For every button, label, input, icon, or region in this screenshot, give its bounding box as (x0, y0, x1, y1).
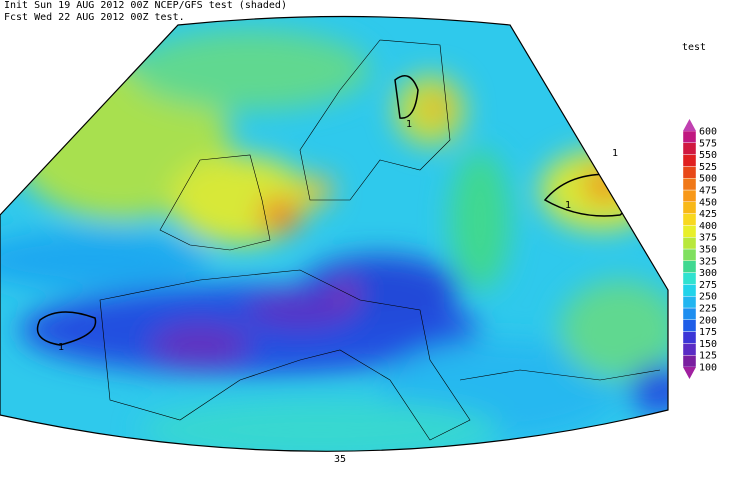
colorbar-bin (682, 307, 697, 321)
colorbar-bin (682, 166, 697, 179)
colorbar-bin (682, 331, 697, 344)
colorbar-bin (682, 130, 697, 144)
colorbar-bin (682, 355, 697, 368)
contour-label: 1 (565, 200, 571, 211)
colorbar-bin (682, 213, 697, 226)
contour-label: 1 (58, 342, 64, 353)
colorbar-bin (682, 236, 697, 250)
colorbar-bin (682, 248, 697, 262)
colorbar-tick-label: 350 (699, 245, 717, 256)
colorbar-tick-label: 425 (699, 209, 717, 220)
header-line: Init Sun 19 AUG 2012 00Z NCEP/GFS test (… (4, 0, 287, 11)
colorbar-tick-label: 375 (699, 233, 717, 244)
colorbar-tick-label: 325 (699, 256, 717, 267)
colorbar-title: test (682, 42, 706, 53)
colorbar-bin (682, 343, 697, 356)
contour-label: 1 (406, 119, 412, 130)
colorbar-bin (682, 296, 697, 309)
colorbar-tick-label: 475 (699, 186, 717, 197)
colorbar-bin (682, 272, 697, 285)
contour-label: 1 (612, 148, 618, 159)
colorbar-over (683, 119, 696, 131)
colorbar-tick-label: 200 (699, 315, 717, 326)
colorbar-tick-label: 250 (699, 292, 717, 303)
colorbar-tick-label: 175 (699, 327, 717, 338)
colorbar-bin (682, 154, 697, 167)
map-frame (0, 15, 669, 452)
colorbar-bin (682, 260, 697, 273)
colorbar-tick-label: 125 (699, 351, 717, 362)
colorbar-bin (682, 284, 697, 297)
colorbar-bin (682, 177, 697, 191)
colorbar-tick-label: 100 (699, 363, 717, 374)
colorbar-tick-label: 400 (699, 221, 717, 232)
colorbar-tick-label: 600 (699, 127, 717, 138)
colorbar-bin (682, 201, 697, 214)
colorbar-tick-label: 300 (699, 268, 717, 279)
colorbar-under (683, 367, 696, 379)
colorbar-tick-label: 575 (699, 138, 717, 149)
colorbar-tick-label: 550 (699, 150, 717, 161)
header-line: Fcst Wed 22 AUG 2012 00Z test. (4, 12, 185, 23)
colorbar-tick-label: 450 (699, 197, 717, 208)
colorbar-tick-label: 500 (699, 174, 717, 185)
colorbar-tick-label: 225 (699, 304, 717, 315)
colorbar-tick-label: 150 (699, 339, 717, 350)
colorbar-bin (682, 189, 697, 203)
colorbar-bin (682, 319, 697, 332)
colorbar-tick-label: 275 (699, 280, 717, 291)
contour-label: 35 (334, 454, 346, 465)
colorbar-bin (682, 142, 697, 155)
colorbar-bin (682, 225, 697, 238)
colorbar: 1001251501752002252502753003253503754004… (682, 119, 717, 379)
colorbar-tick-label: 525 (699, 162, 717, 173)
